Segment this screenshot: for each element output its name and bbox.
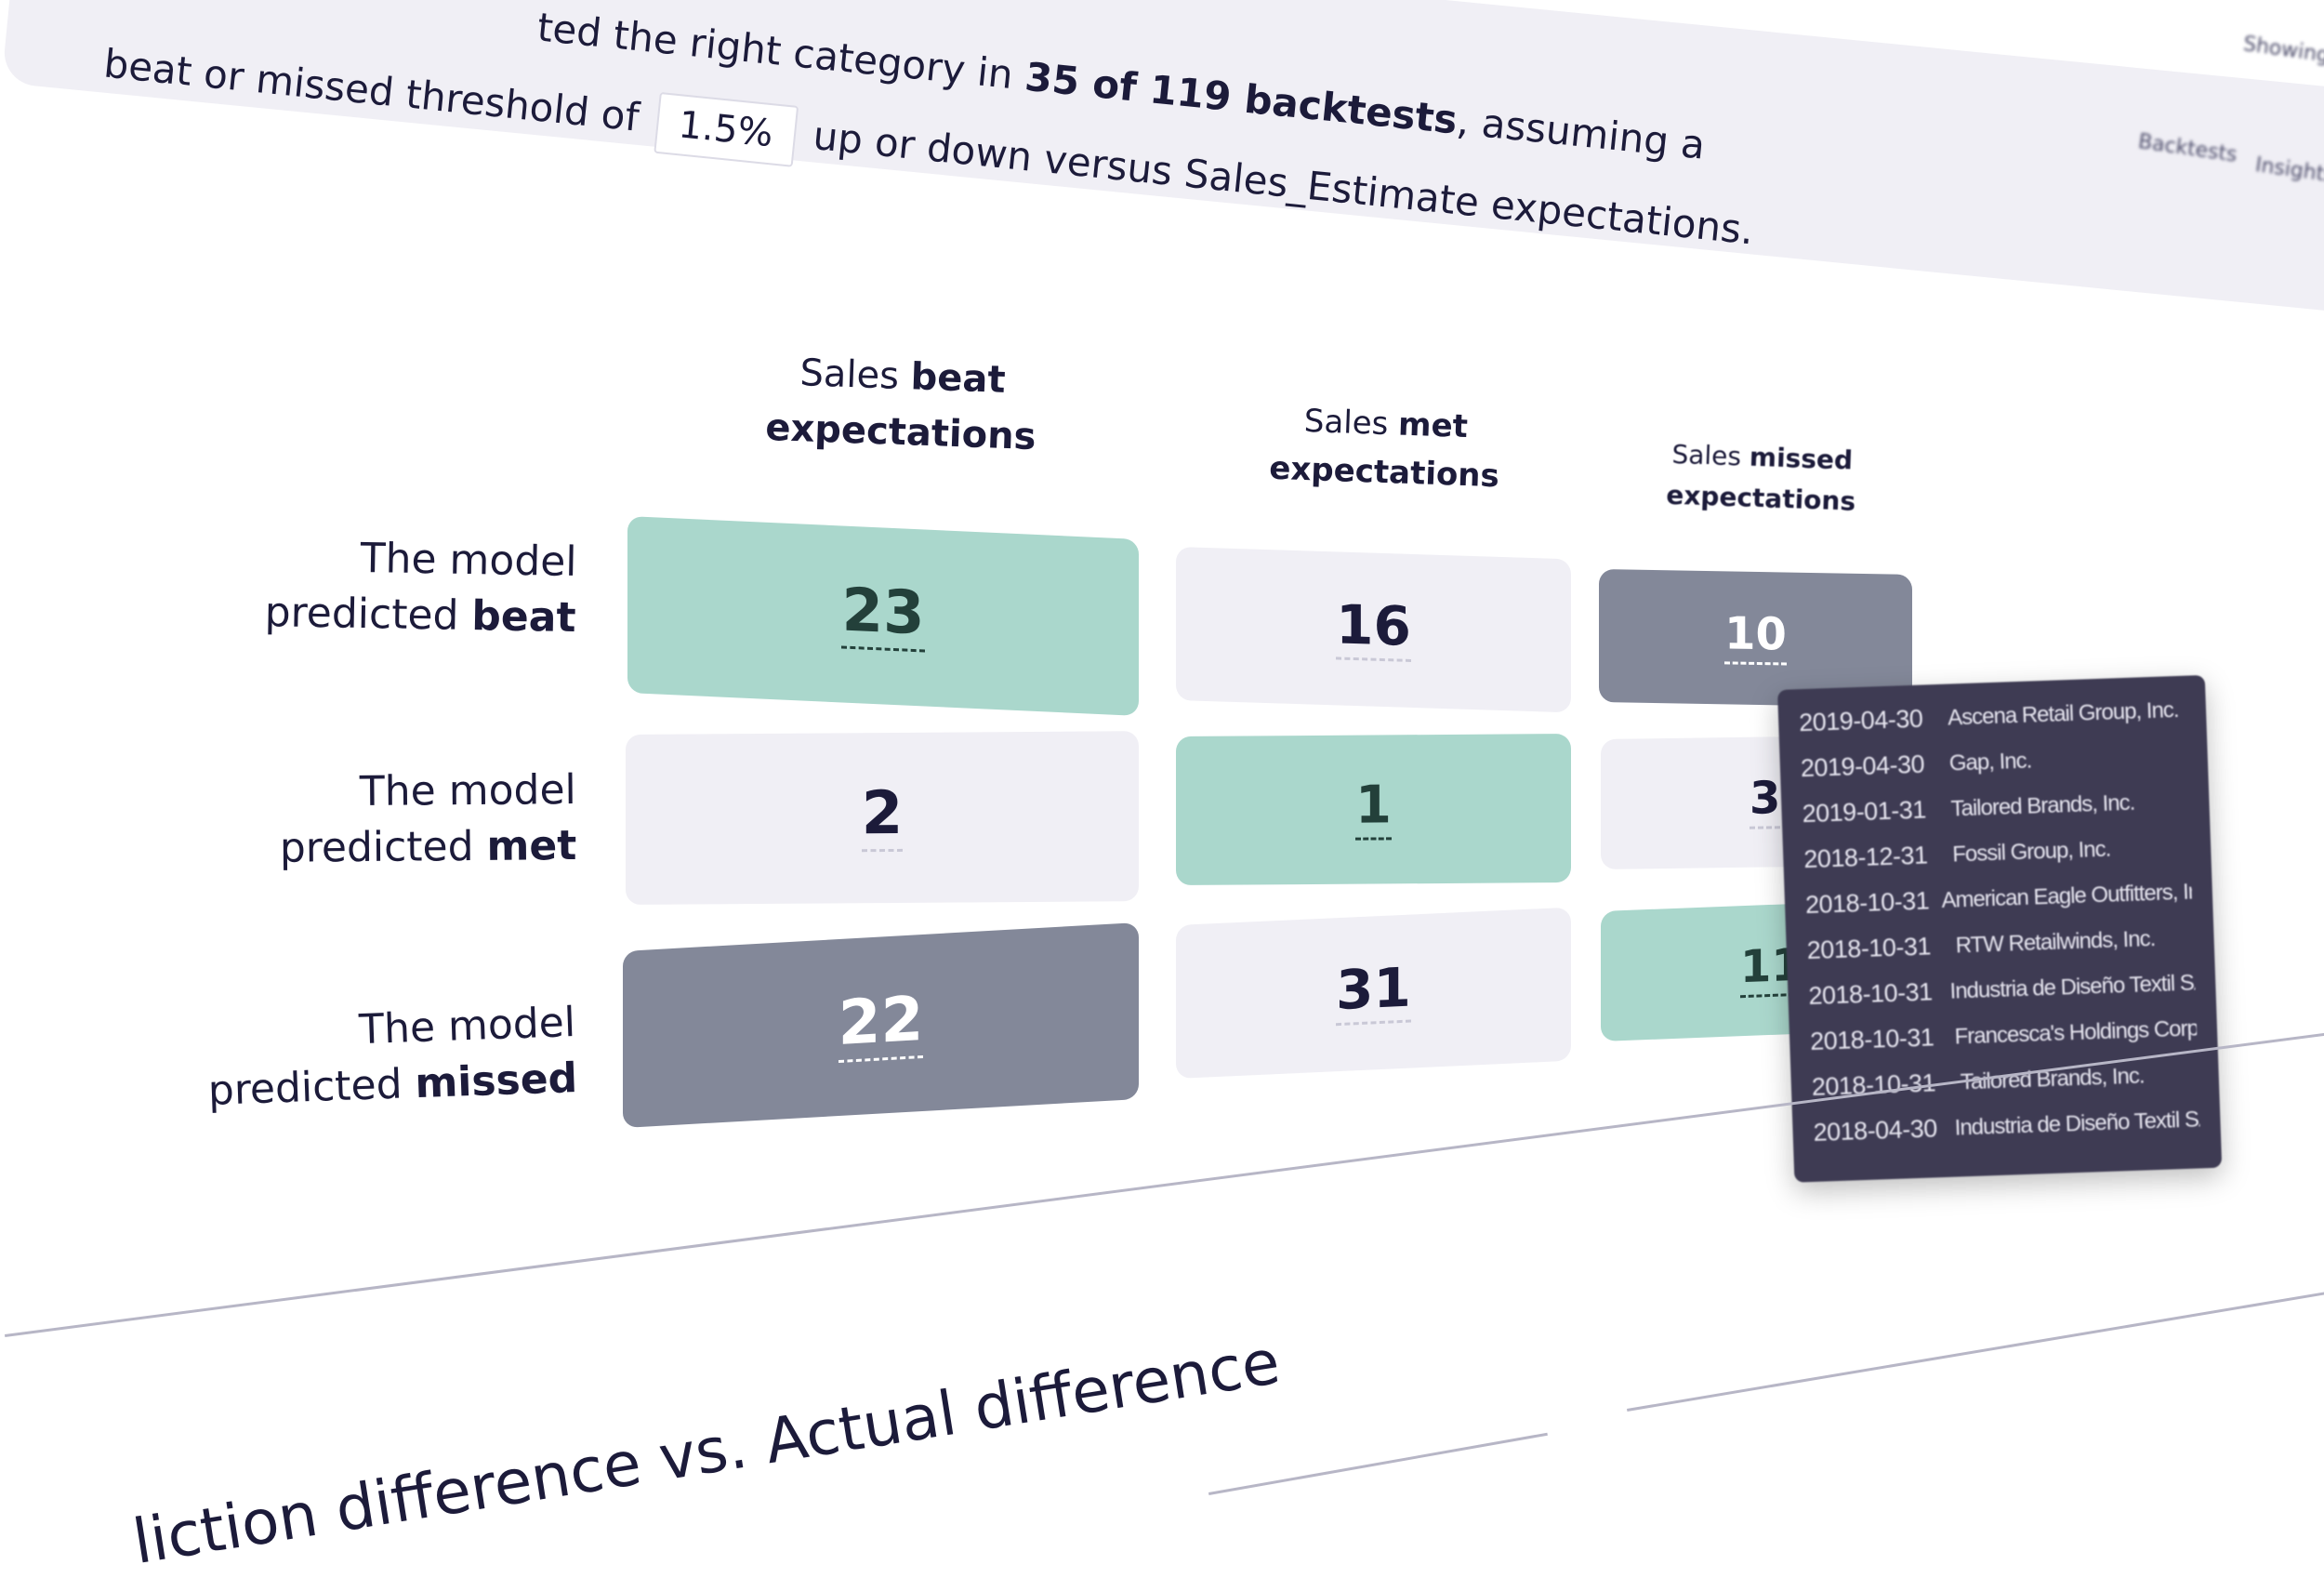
threshold-input[interactable]: 1.5%: [653, 91, 799, 167]
tooltip-company: Industria de Diseño Textil SA: [1954, 1106, 2200, 1141]
tooltip-date: 2018-10-31: [1804, 886, 1930, 920]
section-divider-left: [1208, 1432, 1548, 1495]
tooltip-company: American Eagle Outfitters, Inc.: [1940, 879, 2193, 913]
col-header-met: Sales met expectations: [1268, 402, 1500, 496]
tooltip-company: Francesca's Holdings Corp.: [1954, 1014, 2198, 1050]
section-title-prediction-vs-actual: liction difference vs. Actual difference: [127, 1325, 1285, 1578]
tooltip-date: 2019-01-31: [1802, 795, 1927, 829]
tooltip-date: 2018-04-30: [1813, 1114, 1938, 1147]
tooltip-company: Tailored Brands, Inc.: [1950, 789, 2135, 822]
tooltip-date: 2018-10-31: [1807, 977, 1934, 1011]
tooltip-company: Industria de Diseño Textil SA: [1949, 970, 2196, 1004]
tooltip-date: 2018-12-31: [1802, 841, 1928, 874]
cell-beat-met[interactable]: 16: [1176, 547, 1571, 713]
col-header-missed: Sales missed expectations: [1665, 438, 1856, 517]
tooltip-company: Ascena Retail Group, Inc.: [1947, 696, 2179, 731]
tooltip-company: Gap, Inc.: [1948, 748, 2032, 776]
cell-missed-met[interactable]: 31: [1176, 907, 1571, 1079]
tooltip-list: 2019-04-30 Ascena Retail Group, Inc. 2019-…: [1798, 687, 2200, 1156]
backtest-tooltip: 2019-04-30 Ascena Retail Group, Inc. 2019-…: [1777, 674, 2223, 1183]
tooltip-date: 2018-10-31: [1809, 1023, 1934, 1055]
tooltip-date: 2019-04-30: [1798, 704, 1923, 737]
row-header-beat: The model predicted beat: [264, 534, 577, 642]
row-header-met: The model predicted met: [279, 766, 577, 872]
row-header-missed: The model predicted missed: [207, 999, 578, 1115]
col-header-beat: Sales beat expectations: [764, 351, 1037, 459]
section-divider-lower: [1627, 1285, 2324, 1412]
showing-link[interactable]: Showing...: [2241, 33, 2324, 71]
tooltip-date: 2018-10-31: [1806, 932, 1932, 965]
cell-beat-beat[interactable]: 23: [627, 516, 1139, 716]
tooltip-date: 2019-04-30: [1800, 749, 1925, 783]
tooltip-company: Fossil Group, Inc.: [1951, 836, 2111, 868]
cell-met-met[interactable]: 1: [1176, 734, 1571, 885]
cell-missed-beat[interactable]: 22: [623, 922, 1139, 1128]
cell-met-beat[interactable]: 2: [626, 731, 1139, 905]
tooltip-company: RTW Retailwinds, Inc.: [1955, 925, 2156, 958]
